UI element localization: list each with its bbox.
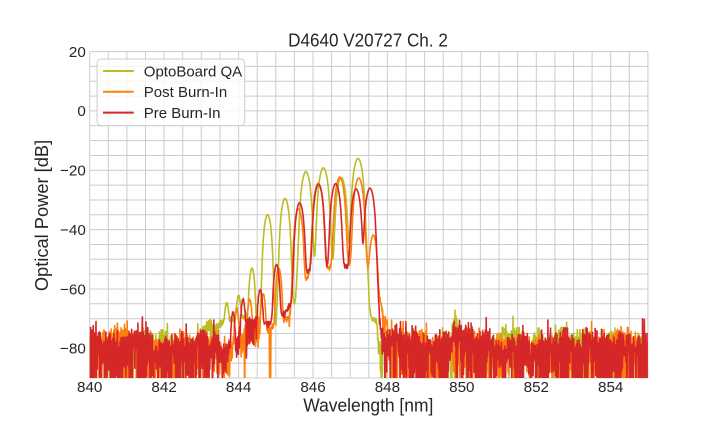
svg-text:Wavelength [nm]: Wavelength [nm] <box>303 396 433 416</box>
svg-text:Post Burn-In: Post Burn-In <box>144 84 227 101</box>
svg-text:848: 848 <box>375 379 400 396</box>
svg-text:Optical Power [dB]: Optical Power [dB] <box>31 140 52 291</box>
svg-text:D4640 V20727 Ch. 2: D4640 V20727 Ch. 2 <box>288 30 448 50</box>
svg-text:−60: −60 <box>60 281 86 298</box>
svg-text:Pre Burn-In: Pre Burn-In <box>144 105 221 122</box>
svg-text:−40: −40 <box>60 222 86 239</box>
svg-text:840: 840 <box>77 379 102 396</box>
svg-text:842: 842 <box>151 379 176 396</box>
svg-text:850: 850 <box>449 379 474 396</box>
svg-text:844: 844 <box>226 379 251 396</box>
svg-text:846: 846 <box>300 379 325 396</box>
svg-text:852: 852 <box>524 379 549 396</box>
svg-text:OptoBoard QA: OptoBoard QA <box>144 63 242 80</box>
svg-text:−80: −80 <box>60 341 86 358</box>
svg-text:20: 20 <box>69 44 86 61</box>
svg-text:0: 0 <box>77 103 85 120</box>
svg-text:854: 854 <box>598 379 623 396</box>
svg-text:−20: −20 <box>60 163 86 180</box>
